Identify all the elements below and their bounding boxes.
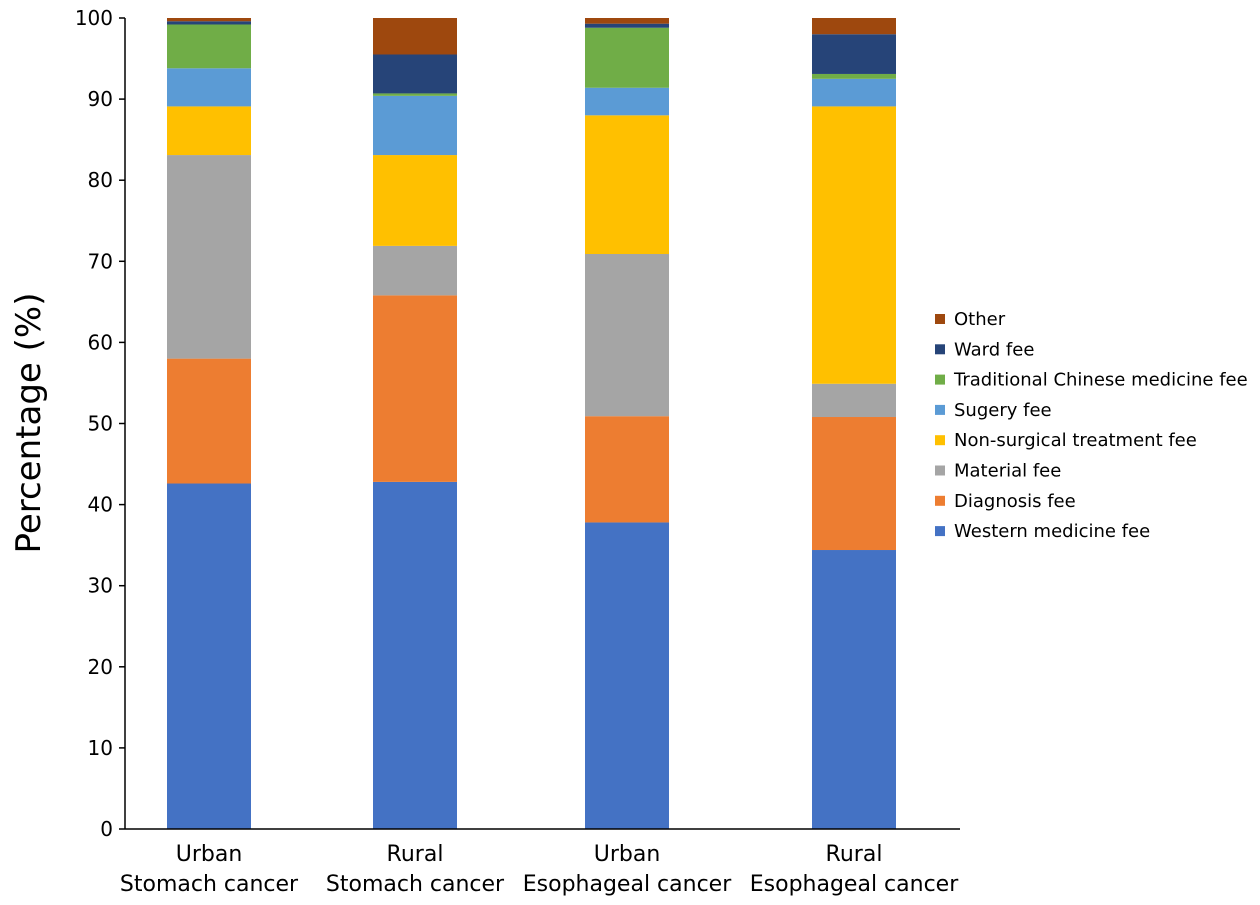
bar-segment-1-6 [373, 54, 457, 94]
x-category-label: Rural [826, 842, 883, 867]
legend-label: Other [954, 309, 1006, 330]
y-tick-label: 50 [88, 412, 113, 436]
bar-segment-0-5 [167, 24, 251, 69]
bar-segment-3-4 [812, 78, 896, 107]
x-category-label: Stomach cancer [120, 872, 299, 897]
bar-segment-0-0 [167, 483, 251, 829]
bar-segment-1-4 [373, 95, 457, 156]
legend-label: Diagnosis fee [954, 491, 1076, 512]
x-category-label: Esophageal cancer [523, 872, 732, 897]
legend-label: Western medicine fee [954, 521, 1150, 542]
bar-segment-3-5 [812, 73, 896, 79]
bar-segment-3-7 [812, 18, 896, 35]
legend-swatch [935, 495, 945, 506]
bar-segment-2-5 [585, 27, 669, 88]
bar-area [167, 18, 896, 829]
bar-segment-3-3 [812, 106, 896, 384]
bar-segment-3-1 [812, 417, 896, 551]
y-axis-title: Percentage (%) [9, 293, 49, 554]
legend-swatch [935, 465, 945, 476]
bar-segment-2-4 [585, 87, 669, 116]
bar-segment-2-7 [585, 18, 669, 24]
bar-segment-2-2 [585, 254, 669, 417]
legend-label: Non-surgical treatment fee [954, 430, 1197, 451]
legend-label: Ward fee [954, 339, 1034, 360]
legend-swatch [935, 526, 945, 537]
bar-segment-1-5 [373, 93, 457, 96]
bar-segment-2-6 [585, 23, 669, 28]
bar-segment-1-0 [373, 481, 457, 829]
legend-swatch [935, 435, 945, 446]
y-axis: 0 10 20 30 40 50 60 70 80 90 100 [75, 6, 126, 841]
bar-segment-1-2 [373, 245, 457, 296]
bar-segment-0-3 [167, 106, 251, 156]
x-category-label: Urban [176, 842, 243, 867]
x-category-label: Stomach cancer [326, 872, 505, 897]
x-category-label: Esophageal cancer [750, 872, 959, 897]
legend-label: Traditional Chinese medicine fee [953, 370, 1248, 391]
bar-segment-0-7 [167, 18, 251, 22]
bar-segment-0-6 [167, 21, 251, 25]
legend-swatch [935, 374, 945, 385]
bar-segment-1-3 [373, 155, 457, 246]
bar-segment-3-6 [812, 34, 896, 74]
x-category-label: Rural [387, 842, 444, 867]
y-tick-label: 40 [88, 493, 113, 517]
y-tick-label: 70 [88, 249, 113, 273]
y-tick-label: 100 [75, 6, 113, 30]
bar-segment-1-7 [373, 18, 457, 55]
y-tick-label: 10 [88, 736, 113, 760]
bar-segment-2-3 [585, 115, 669, 255]
bar-segment-0-4 [167, 68, 251, 107]
bar-segment-3-2 [812, 383, 896, 418]
bar-segment-0-2 [167, 155, 251, 359]
y-tick-label: 20 [88, 655, 113, 679]
y-tick-label: 80 [88, 168, 113, 192]
legend-swatch [935, 344, 945, 355]
x-category-label: Urban [594, 842, 661, 867]
bar-segment-0-1 [167, 358, 251, 484]
bar-segment-3-0 [812, 550, 896, 829]
legend-label: Material fee [954, 461, 1061, 482]
y-tick-label: 90 [88, 87, 113, 111]
legend-label: Sugery fee [954, 400, 1052, 421]
y-tick-label: 30 [88, 574, 113, 598]
bar-segment-2-0 [585, 522, 669, 829]
legend: Other Ward fee Traditional Chinese medicin… [935, 309, 1248, 542]
bar-segment-2-1 [585, 416, 669, 523]
legend-swatch [935, 314, 945, 324]
y-tick-label: 0 [100, 817, 113, 841]
legend-swatch [935, 404, 945, 415]
y-tick-label: 60 [88, 330, 113, 354]
x-axis: Urban Stomach cancer Rural Stomach cancer Ur… [120, 828, 960, 897]
bar-segment-1-1 [373, 295, 457, 482]
